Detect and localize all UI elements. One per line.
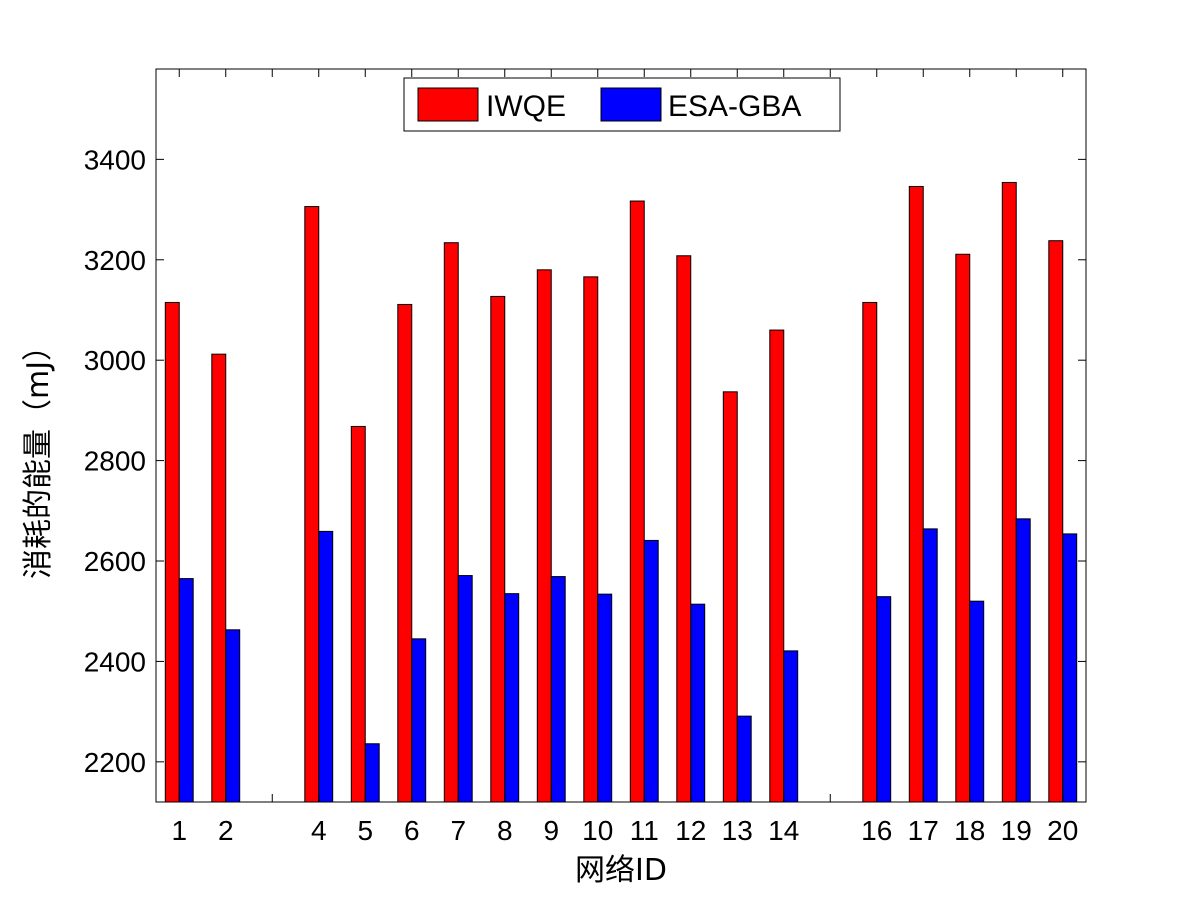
y-tick-label: 2400 bbox=[84, 646, 146, 677]
legend-swatch-iwqe bbox=[417, 87, 479, 122]
x-tick-label: 18 bbox=[954, 815, 985, 846]
x-tick-label: 2 bbox=[218, 815, 234, 846]
y-tick-label: 3000 bbox=[84, 345, 146, 376]
plot-area bbox=[156, 69, 1086, 802]
bar-esa-gba-8 bbox=[504, 593, 520, 803]
bar-iwqe-12 bbox=[676, 255, 692, 803]
x-tick-label: 14 bbox=[768, 815, 799, 846]
x-tick-label: 17 bbox=[908, 815, 939, 846]
x-tick-label: 20 bbox=[1047, 815, 1078, 846]
y-axis-title: 消耗的能量（mJ） bbox=[21, 331, 56, 579]
x-tick-label: 16 bbox=[861, 815, 892, 846]
bar-iwqe-11 bbox=[629, 200, 645, 803]
x-tick-label: 8 bbox=[497, 815, 513, 846]
bar-iwqe-8 bbox=[490, 295, 506, 803]
legend-label-esa-gba: ESA-GBA bbox=[668, 90, 801, 123]
bar-iwqe-14 bbox=[769, 329, 785, 803]
bar-iwqe-4 bbox=[304, 206, 320, 803]
bar-esa-gba-16 bbox=[876, 596, 892, 803]
legend: IWQE ESA-GBA bbox=[403, 77, 841, 132]
bar-esa-gba-20 bbox=[1062, 533, 1078, 803]
x-tick-label: 12 bbox=[675, 815, 706, 846]
bar-esa-gba-2 bbox=[225, 629, 241, 803]
x-tick-label: 7 bbox=[450, 815, 466, 846]
bar-esa-gba-7 bbox=[457, 575, 473, 803]
x-tick-label: 9 bbox=[543, 815, 559, 846]
y-tick-label: 2200 bbox=[84, 747, 146, 778]
x-tick-label: 4 bbox=[311, 815, 327, 846]
x-tick-label: 19 bbox=[1001, 815, 1032, 846]
bars-group bbox=[164, 181, 1078, 803]
bar-esa-gba-4 bbox=[318, 530, 334, 803]
plot-frame bbox=[155, 68, 1087, 803]
bar-esa-gba-12 bbox=[690, 603, 706, 803]
bar-esa-gba-5 bbox=[364, 743, 380, 803]
bar-iwqe-19 bbox=[1001, 181, 1017, 803]
bar-iwqe-7 bbox=[443, 242, 459, 803]
y-tick-labels: 2200 2400 2600 2800 3000 3200 3400 bbox=[84, 144, 146, 777]
bar-esa-gba-6 bbox=[411, 638, 427, 803]
bar-esa-gba-9 bbox=[550, 576, 566, 803]
bar-iwqe-17 bbox=[908, 185, 924, 803]
legend-label-iwqe: IWQE bbox=[486, 90, 566, 123]
bar-esa-gba-13 bbox=[736, 715, 752, 803]
bar-iwqe-5 bbox=[350, 425, 366, 803]
x-tick-label: 13 bbox=[722, 815, 753, 846]
bar-iwqe-10 bbox=[583, 276, 599, 803]
bar-esa-gba-18 bbox=[969, 600, 985, 803]
bar-iwqe-18 bbox=[955, 253, 971, 803]
bar-esa-gba-19 bbox=[1015, 518, 1031, 803]
y-tick-label: 3200 bbox=[84, 245, 146, 276]
bar-iwqe-9 bbox=[536, 269, 552, 803]
y-tick-label: 3400 bbox=[84, 144, 146, 175]
bar-iwqe-20 bbox=[1048, 240, 1064, 803]
x-tick-label: 5 bbox=[357, 815, 373, 846]
x-tick-label: 11 bbox=[630, 815, 659, 846]
x-tick-labels: 1 2 4 5 6 7 8 9 10 11 12 13 14 16 17 18 19 20 bbox=[171, 815, 1078, 846]
y-tick-label: 2800 bbox=[84, 446, 146, 477]
bar-iwqe-6 bbox=[397, 303, 413, 803]
bar-iwqe-1 bbox=[164, 301, 180, 803]
x-tick-label: 10 bbox=[582, 815, 613, 846]
axis-ticks-group bbox=[156, 69, 1086, 802]
bar-esa-gba-17 bbox=[922, 528, 938, 803]
x-tick-label: 1 bbox=[171, 815, 187, 846]
legend-swatch-esa-gba bbox=[600, 87, 662, 122]
y-tick-label: 2600 bbox=[84, 546, 146, 577]
bar-esa-gba-10 bbox=[597, 593, 613, 803]
bar-iwqe-13 bbox=[722, 391, 738, 803]
bar-iwqe-2 bbox=[211, 353, 227, 803]
bar-esa-gba-1 bbox=[178, 578, 194, 803]
x-tick-label: 6 bbox=[404, 815, 420, 846]
bar-esa-gba-14 bbox=[783, 650, 799, 803]
bar-esa-gba-11 bbox=[643, 539, 659, 803]
bar-iwqe-16 bbox=[862, 301, 878, 803]
x-axis-title: 网络ID bbox=[575, 853, 667, 888]
